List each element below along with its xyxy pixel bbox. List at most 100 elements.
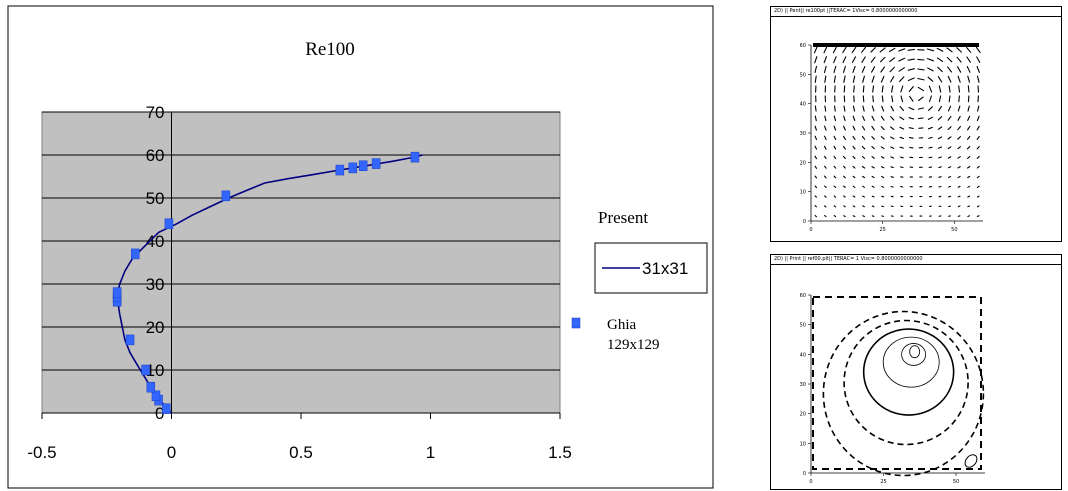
velocity-vector [957, 75, 961, 83]
velocity-vector [967, 165, 971, 169]
main-chart: 0 10 20 30 40 50 60 70 -0.5 0 0.5 1 1.5 Re100 Present 3… [7, 5, 714, 489]
velocity-vector [966, 46, 972, 53]
y-tick-label: 0 [155, 404, 164, 423]
velocity-vector [871, 156, 875, 159]
velocity-vector [833, 175, 837, 179]
velocity-vector [908, 127, 914, 130]
velocity-vector [879, 56, 886, 63]
velocity-vector-panel: 2D) || Pent|| re100pt ||TERAC= 1Visc= 0.… [770, 6, 1062, 242]
velocity-vector [851, 46, 857, 54]
mini-y-label: 40 [800, 352, 806, 358]
velocity-vector [861, 135, 866, 140]
velocity-vector [880, 66, 886, 73]
velocity-vector [947, 66, 953, 73]
velocity-vector [976, 205, 980, 208]
velocity-vector [824, 105, 827, 112]
velocity-vector [852, 135, 856, 140]
ghia-data-point [348, 162, 358, 174]
velocity-vector [957, 115, 961, 121]
y-tick-label: 40 [146, 232, 165, 251]
mini-y-label: 30 [800, 382, 806, 388]
ghia-data-point [358, 160, 368, 171]
velocity-vector [967, 185, 971, 188]
streamline-contour [862, 328, 955, 416]
velocity-vector [833, 125, 837, 131]
velocity-vector [871, 185, 875, 188]
velocity-vector [927, 76, 934, 82]
velocity-vector [891, 95, 894, 103]
velocity-vector [852, 155, 856, 160]
velocity-vector [862, 115, 866, 121]
velocity-vector [823, 145, 827, 150]
velocity-vector [843, 85, 846, 93]
mini-y-label: 60 [800, 293, 806, 299]
velocity-vector [880, 115, 885, 121]
velocity-vector [958, 85, 961, 93]
velocity-vector [890, 166, 894, 169]
velocity-vector [967, 85, 970, 93]
velocity-vector [842, 145, 846, 150]
streamline-contour [909, 345, 921, 359]
velocity-vector [823, 65, 827, 74]
streamline-panel-title: 2D) || Print || ref00.plt|| TERAC= 1 Vis… [774, 256, 923, 262]
velocity-vector [852, 145, 856, 150]
velocity-vector [881, 215, 885, 217]
velocity-vector [976, 185, 980, 188]
velocity-vector [862, 175, 866, 179]
velocity-vector [890, 136, 895, 140]
streamline-contour [901, 343, 927, 366]
velocity-vector [814, 165, 818, 169]
velocity-vector [814, 105, 817, 112]
velocity-vector [890, 156, 895, 159]
velocity-vector [862, 75, 865, 83]
velocity-vector [957, 125, 961, 131]
mini-x-label: 0 [809, 227, 812, 233]
velocity-vector [833, 155, 837, 160]
velocity-vector [881, 95, 884, 103]
velocity-vector [872, 85, 875, 93]
mini-y-label: 0 [803, 471, 806, 477]
velocity-vector [862, 85, 865, 93]
velocity-vector [938, 166, 942, 169]
velocity-vector [824, 135, 827, 141]
velocity-vector [946, 56, 953, 63]
velocity-vector [899, 146, 904, 149]
velocity-vector [833, 105, 836, 112]
velocity-vector [852, 65, 856, 73]
x-tick-label: 1 [426, 443, 435, 462]
ghia-data-point [112, 287, 122, 298]
velocity-vector [909, 95, 914, 102]
velocity-vector [947, 115, 952, 121]
velocity-vector [890, 185, 894, 188]
mini-x-label: 50 [951, 227, 957, 233]
velocity-vector [880, 126, 885, 131]
velocity-vector [936, 47, 944, 52]
velocity-vector [927, 67, 934, 72]
panel-divider [771, 264, 1061, 265]
velocity-vector [936, 57, 944, 62]
velocity-vector [948, 85, 951, 93]
ghia-data-point [141, 364, 150, 376]
velocity-vector [871, 215, 875, 217]
velocity-vector [842, 135, 846, 141]
velocity-vector [814, 145, 818, 150]
velocity-vector [871, 125, 875, 131]
velocity-vector [976, 135, 980, 140]
streamline-contour [843, 319, 969, 446]
velocity-vector [908, 86, 914, 92]
ghia-data-point [146, 381, 156, 393]
velocity-vector [824, 165, 827, 169]
mini-x-label: 50 [953, 479, 959, 485]
velocity-vector [843, 75, 846, 83]
velocity-vector [862, 95, 865, 103]
velocity-vector [890, 176, 894, 178]
lid-velocity-arrows [813, 43, 979, 47]
velocity-vector [833, 215, 837, 218]
velocity-vector [900, 95, 904, 103]
velocity-vector [926, 58, 934, 62]
velocity-vector [861, 155, 866, 159]
velocity-vector [871, 75, 875, 83]
velocity-vector [957, 175, 961, 179]
velocity-vector [881, 195, 885, 198]
velocity-vector [861, 165, 866, 169]
